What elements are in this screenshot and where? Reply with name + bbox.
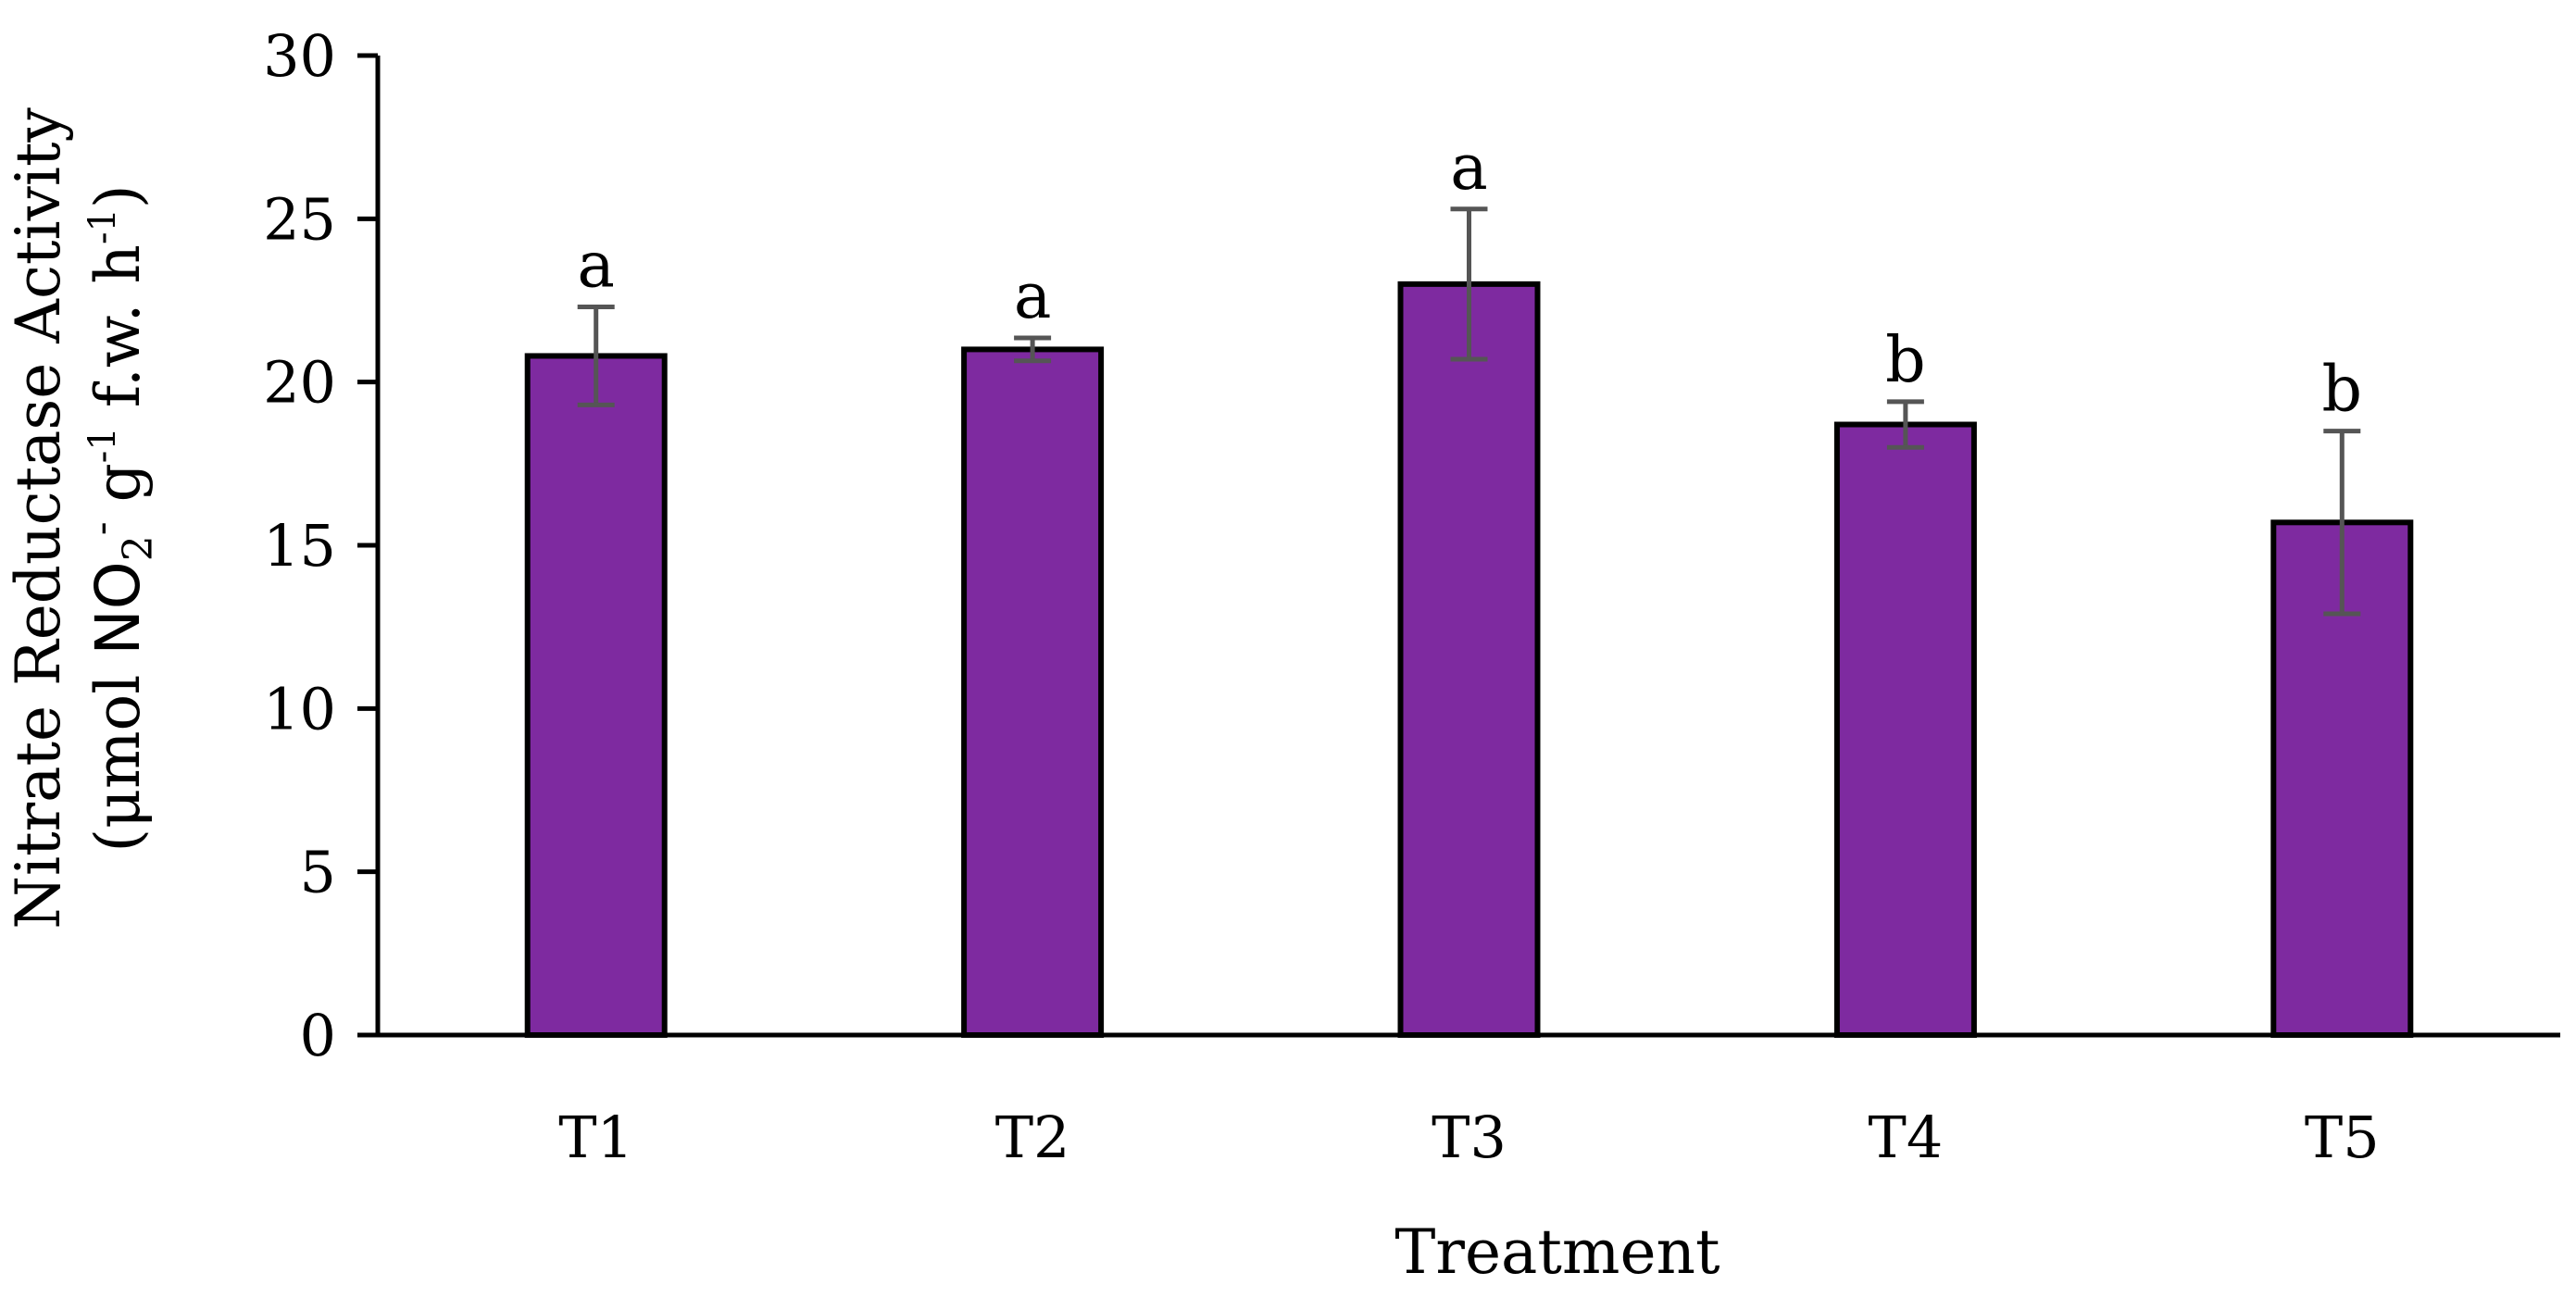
x-tick-label-T2: T2 <box>995 1104 1070 1171</box>
y-title-mid: f.w. h <box>82 244 154 427</box>
y-title-sup1: -1 <box>81 427 124 463</box>
labels-layer: a T1 a T2 a T3 b T4 b T5 0 5 10 15 20 25 30 <box>263 22 2380 1171</box>
y-axis-title-line1: Nitrate Reductase Activity <box>3 107 74 929</box>
y-tick-label-30: 30 <box>263 22 336 90</box>
significance-label-T3: a <box>1450 131 1488 205</box>
y-title-sup-minus: - <box>78 521 125 535</box>
axes-layer <box>357 53 2560 1038</box>
y-title-post: ) <box>82 184 154 208</box>
y-tick-label-20: 20 <box>263 349 336 417</box>
x-axis-title: Treatment <box>1394 1216 1719 1288</box>
y-title-prefix: (μmol <box>82 655 154 853</box>
y-tick-label-25: 25 <box>263 185 336 253</box>
y-title-g: g <box>82 463 154 521</box>
bar-T1 <box>524 353 668 1039</box>
y-tick-label-5: 5 <box>300 839 336 906</box>
y-title-no: NO <box>82 561 154 655</box>
x-tick-label-T3: T3 <box>1432 1104 1507 1171</box>
bar-T4 <box>1833 421 1977 1039</box>
y-tick-label-0: 0 <box>300 1002 336 1069</box>
bars-layer <box>524 281 2414 1039</box>
significance-label-T2: a <box>1014 260 1052 333</box>
bar-T2 <box>961 346 1105 1038</box>
error-bars-layer <box>577 206 2361 617</box>
significance-label-T4: b <box>1885 324 1926 397</box>
y-title-sub2: 2 <box>115 535 162 561</box>
significance-label-T1: a <box>577 230 615 303</box>
y-tick-label-15: 15 <box>263 512 336 580</box>
y-axis-title-line2: (μmol NO2- g-1 f.w. h-1) <box>78 184 162 852</box>
y-title-sup2: -1 <box>81 208 124 244</box>
x-tick-label-T4: T4 <box>1868 1104 1943 1171</box>
significance-label-T5: b <box>2322 354 2363 427</box>
y-tick-label-10: 10 <box>263 675 336 742</box>
x-tick-label-T1: T1 <box>558 1104 633 1171</box>
bar-T3 <box>1397 281 1541 1039</box>
x-tick-label-T5: T5 <box>2305 1104 2380 1171</box>
